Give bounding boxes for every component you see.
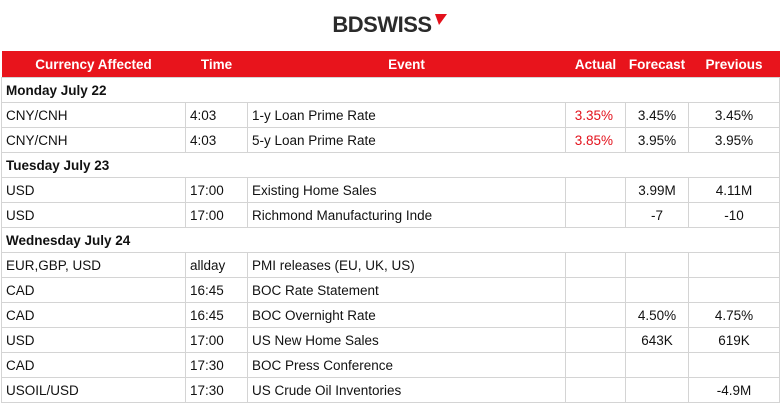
currency-cell: USD xyxy=(1,327,186,353)
actual-cell xyxy=(565,277,626,303)
event-row: USD 17:00 Existing Home Sales 3.99M 4.11M xyxy=(1,177,780,203)
event-cell: Existing Home Sales xyxy=(247,177,566,203)
previous-cell xyxy=(688,252,780,278)
time-cell: 16:45 xyxy=(185,302,248,328)
day-row: Tuesday July 23 xyxy=(1,152,780,178)
currency-cell: CAD xyxy=(1,352,186,378)
actual-cell xyxy=(565,302,626,328)
event-row: CNY/CNH 4:03 5-y Loan Prime Rate 3.85% 3.95%… xyxy=(1,127,780,153)
event-cell: US New Home Sales xyxy=(247,327,566,353)
day-row: Monday July 22 xyxy=(1,77,780,103)
forecast-cell: 3.99M xyxy=(625,177,689,203)
time-cell: 17:00 xyxy=(185,327,248,353)
time-cell: allday xyxy=(185,252,248,278)
actual-cell xyxy=(565,252,626,278)
forecast-cell xyxy=(625,277,689,303)
actual-cell xyxy=(565,377,626,403)
event-row: CAD 16:45 BOC Overnight Rate 4.50% 4.75% xyxy=(1,302,780,328)
forecast-cell: 3.95% xyxy=(625,127,689,153)
column-header: Previous xyxy=(688,51,780,78)
previous-cell: 4.11M xyxy=(688,177,780,203)
logo: BDSWISS xyxy=(0,12,780,38)
previous-cell: 4.75% xyxy=(688,302,780,328)
time-cell: 16:45 xyxy=(185,277,248,303)
previous-cell xyxy=(688,352,780,378)
previous-cell xyxy=(688,277,780,303)
logo-text: BDSWISS xyxy=(332,12,432,37)
column-header: Actual xyxy=(565,51,626,78)
currency-cell: CNY/CNH xyxy=(1,102,186,128)
forecast-cell: 3.45% xyxy=(625,102,689,128)
currency-cell: USOIL/USD xyxy=(1,377,186,403)
logo-mark xyxy=(434,14,447,25)
event-row: USOIL/USD 17:30 US Crude Oil Inventories -4… xyxy=(1,377,780,403)
calendar-table: Currency Affected Time Event Actual Forecast… xyxy=(1,51,780,403)
previous-cell: -10 xyxy=(688,202,780,228)
currency-cell: CAD xyxy=(1,277,186,303)
column-header: Time xyxy=(185,51,248,78)
actual-cell: 3.85% xyxy=(565,127,626,153)
currency-cell: USD xyxy=(1,202,186,228)
event-cell: 5-y Loan Prime Rate xyxy=(247,127,566,153)
event-cell: PMI releases (EU, UK, US) xyxy=(247,252,566,278)
time-cell: 17:30 xyxy=(185,377,248,403)
event-cell: 1-y Loan Prime Rate xyxy=(247,102,566,128)
currency-cell: EUR,GBP, USD xyxy=(1,252,186,278)
event-cell: BOC Press Conference xyxy=(247,352,566,378)
previous-cell: 3.95% xyxy=(688,127,780,153)
event-row: CNY/CNH 4:03 1-y Loan Prime Rate 3.35% 3.45%… xyxy=(1,102,780,128)
forecast-cell: 643K xyxy=(625,327,689,353)
event-cell: US Crude Oil Inventories xyxy=(247,377,566,403)
event-row: CAD 16:45 BOC Rate Statement xyxy=(1,277,780,303)
time-cell: 4:03 xyxy=(185,102,248,128)
event-cell: BOC Rate Statement xyxy=(247,277,566,303)
header-row: Currency Affected Time Event Actual Forecast… xyxy=(1,51,780,78)
previous-cell: 3.45% xyxy=(688,102,780,128)
forecast-cell: 4.50% xyxy=(625,302,689,328)
column-header: Forecast xyxy=(625,51,689,78)
time-cell: 17:00 xyxy=(185,202,248,228)
actual-cell: 3.35% xyxy=(565,102,626,128)
forecast-cell xyxy=(625,252,689,278)
event-cell: BOC Overnight Rate xyxy=(247,302,566,328)
event-row: CAD 17:30 BOC Press Conference xyxy=(1,352,780,378)
actual-cell xyxy=(565,327,626,353)
column-header: Currency Affected xyxy=(1,51,186,78)
forecast-cell: -7 xyxy=(625,202,689,228)
previous-cell: 619K xyxy=(688,327,780,353)
forecast-cell xyxy=(625,377,689,403)
actual-cell xyxy=(565,352,626,378)
time-cell: 17:00 xyxy=(185,177,248,203)
day-label: Tuesday July 23 xyxy=(1,152,780,178)
currency-cell: CNY/CNH xyxy=(1,127,186,153)
actual-cell xyxy=(565,202,626,228)
actual-cell xyxy=(565,177,626,203)
event-row: EUR,GBP, USD allday PMI releases (EU, UK, … xyxy=(1,252,780,278)
column-header: Event xyxy=(247,51,566,78)
currency-cell: CAD xyxy=(1,302,186,328)
day-label: Wednesday July 24 xyxy=(1,227,780,253)
event-row: USD 17:00 US New Home Sales 643K 619K xyxy=(1,327,780,353)
day-label: Monday July 22 xyxy=(1,77,780,103)
currency-cell: USD xyxy=(1,177,186,203)
previous-cell: -4.9M xyxy=(688,377,780,403)
event-cell: Richmond Manufacturing Inde xyxy=(247,202,566,228)
day-row: Wednesday July 24 xyxy=(1,227,780,253)
event-row: USD 17:00 Richmond Manufacturing Inde -7 -10 xyxy=(1,202,780,228)
time-cell: 17:30 xyxy=(185,352,248,378)
time-cell: 4:03 xyxy=(185,127,248,153)
forecast-cell xyxy=(625,352,689,378)
